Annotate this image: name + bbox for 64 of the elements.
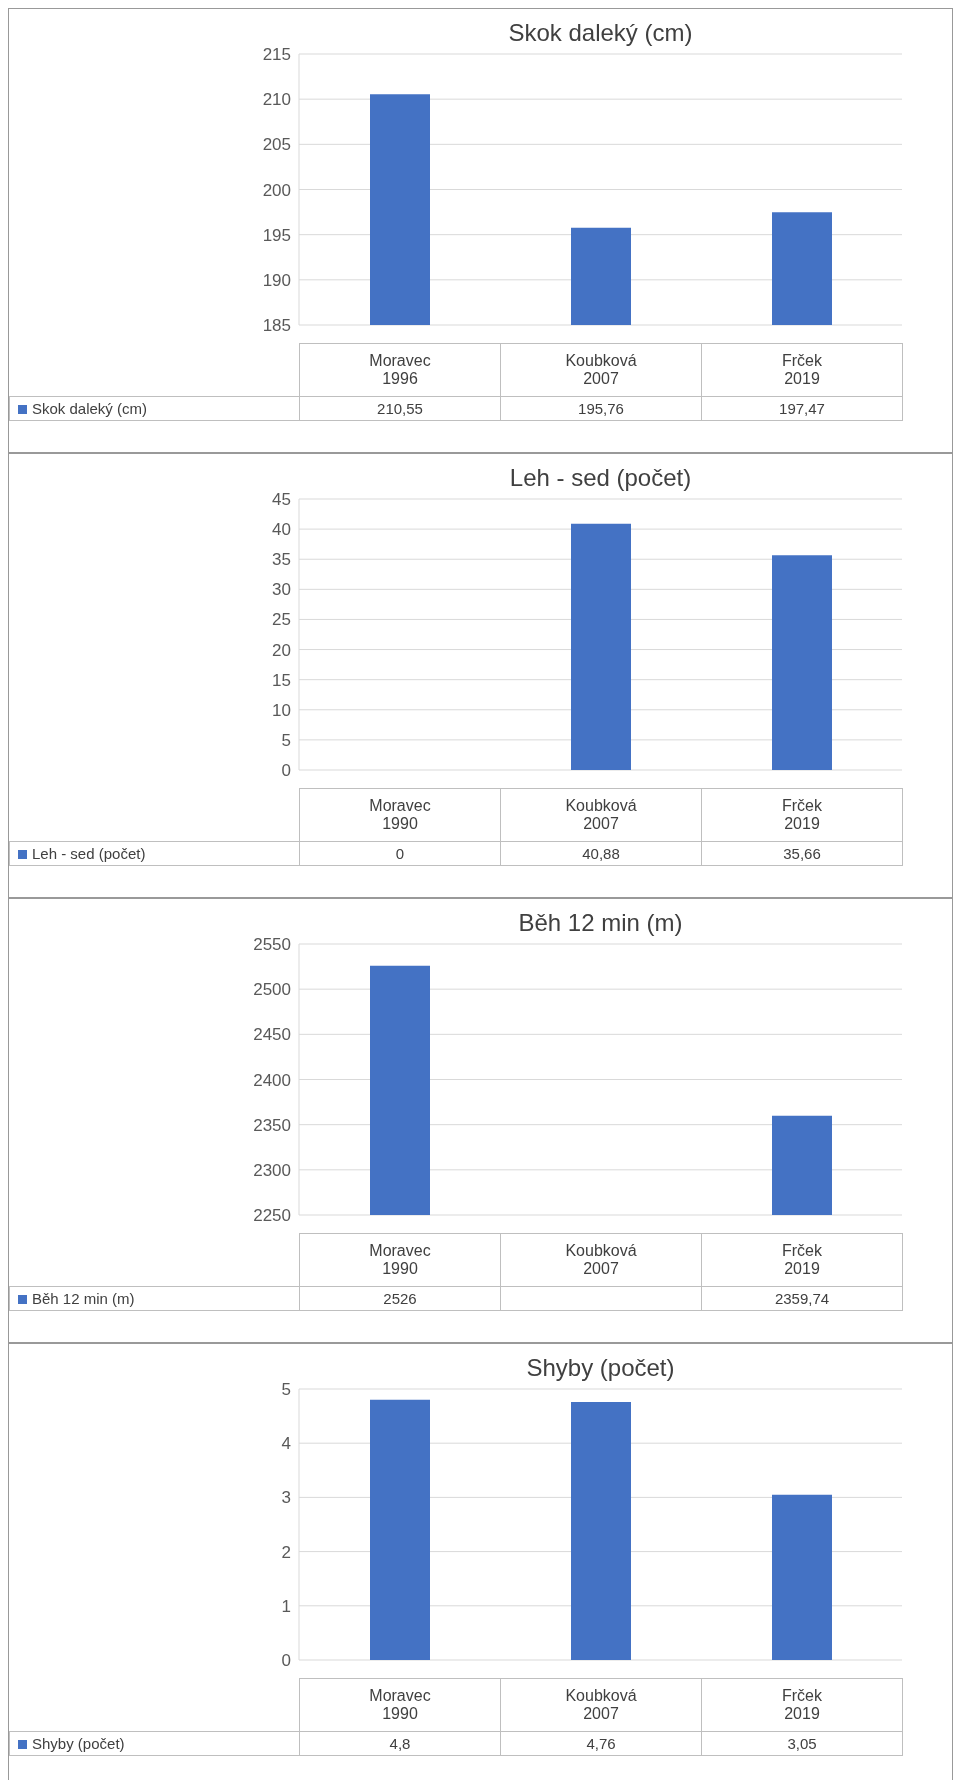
y-tick-label: 2550 bbox=[253, 935, 291, 955]
data-label: 4,8 bbox=[299, 1731, 501, 1756]
x-tick-label: Moravec 1990 bbox=[299, 788, 501, 842]
x-tick-label: Koubková 2007 bbox=[500, 343, 702, 397]
x-tick-label: Frček 2019 bbox=[701, 1678, 903, 1732]
y-tick-label: 30 bbox=[272, 580, 291, 600]
chart-title: Běh 12 min (m) bbox=[517, 909, 684, 937]
data-label: 4,76 bbox=[500, 1731, 702, 1756]
data-label: 40,88 bbox=[500, 841, 702, 866]
data-label: 210,55 bbox=[299, 396, 501, 421]
x-tick-label: Frček 2019 bbox=[701, 1233, 903, 1287]
y-tick-label: 200 bbox=[262, 180, 291, 200]
y-tick-label: 25 bbox=[272, 610, 291, 630]
legend-label: Shyby (počet) bbox=[9, 1731, 300, 1756]
chart-title: Shyby (počet) bbox=[525, 1354, 676, 1382]
chart-title: Skok daleký (cm) bbox=[507, 19, 694, 47]
y-tick-label: 195 bbox=[262, 225, 291, 245]
y-tick-label: 2250 bbox=[253, 1206, 291, 1226]
data-label: 35,66 bbox=[701, 841, 903, 866]
legend-label: Leh - sed (počet) bbox=[9, 841, 300, 866]
x-tick-label: Koubková 2007 bbox=[500, 1233, 702, 1287]
y-tick-label: 10 bbox=[272, 700, 291, 720]
y-tick-label: 215 bbox=[262, 45, 291, 65]
data-label: 2526 bbox=[299, 1286, 501, 1311]
data-label: 2359,74 bbox=[701, 1286, 903, 1311]
data-label: 3,05 bbox=[701, 1731, 903, 1756]
y-tick-label: 2500 bbox=[253, 980, 291, 1000]
y-tick-label: 20 bbox=[272, 640, 291, 660]
y-tick-label: 205 bbox=[262, 135, 291, 155]
y-tick-label: 190 bbox=[262, 270, 291, 290]
y-tick-label: 5 bbox=[281, 730, 291, 750]
x-tick-label: Moravec 1990 bbox=[299, 1233, 501, 1287]
y-tick-label: 15 bbox=[272, 670, 291, 690]
y-tick-label: 210 bbox=[262, 90, 291, 110]
legend-label: Běh 12 min (m) bbox=[9, 1286, 300, 1311]
y-tick-label: 185 bbox=[262, 316, 291, 336]
y-tick-label: 1 bbox=[281, 1596, 291, 1616]
y-tick-label: 2300 bbox=[253, 1160, 291, 1180]
chart-title: Leh - sed (počet) bbox=[508, 464, 693, 492]
x-tick-label: Koubková 2007 bbox=[500, 788, 702, 842]
data-label: 195,76 bbox=[500, 396, 702, 421]
bar bbox=[571, 1402, 631, 1660]
x-tick-label: Koubková 2007 bbox=[500, 1678, 702, 1732]
y-tick-label: 4 bbox=[281, 1434, 291, 1454]
y-tick-label: 2450 bbox=[253, 1025, 291, 1045]
y-tick-label: 2350 bbox=[253, 1115, 291, 1135]
data-label: 197,47 bbox=[701, 396, 903, 421]
y-tick-label: 45 bbox=[272, 490, 291, 510]
x-tick-label: Moravec 1990 bbox=[299, 1678, 501, 1732]
y-tick-label: 35 bbox=[272, 550, 291, 570]
y-tick-label: 2400 bbox=[253, 1070, 291, 1090]
legend-label: Skok daleký (cm) bbox=[9, 396, 300, 421]
bar bbox=[772, 1494, 832, 1660]
y-tick-label: 0 bbox=[281, 1651, 291, 1671]
x-tick-label: Frček 2019 bbox=[701, 788, 903, 842]
y-tick-label: 5 bbox=[281, 1380, 291, 1400]
y-tick-label: 40 bbox=[272, 520, 291, 540]
x-tick-label: Moravec 1996 bbox=[299, 343, 501, 397]
y-tick-label: 0 bbox=[281, 761, 291, 781]
bar bbox=[370, 1399, 430, 1660]
x-tick-label: Frček 2019 bbox=[701, 343, 903, 397]
y-tick-label: 2 bbox=[281, 1542, 291, 1562]
data-label: 0 bbox=[299, 841, 501, 866]
y-tick-label: 3 bbox=[281, 1488, 291, 1508]
